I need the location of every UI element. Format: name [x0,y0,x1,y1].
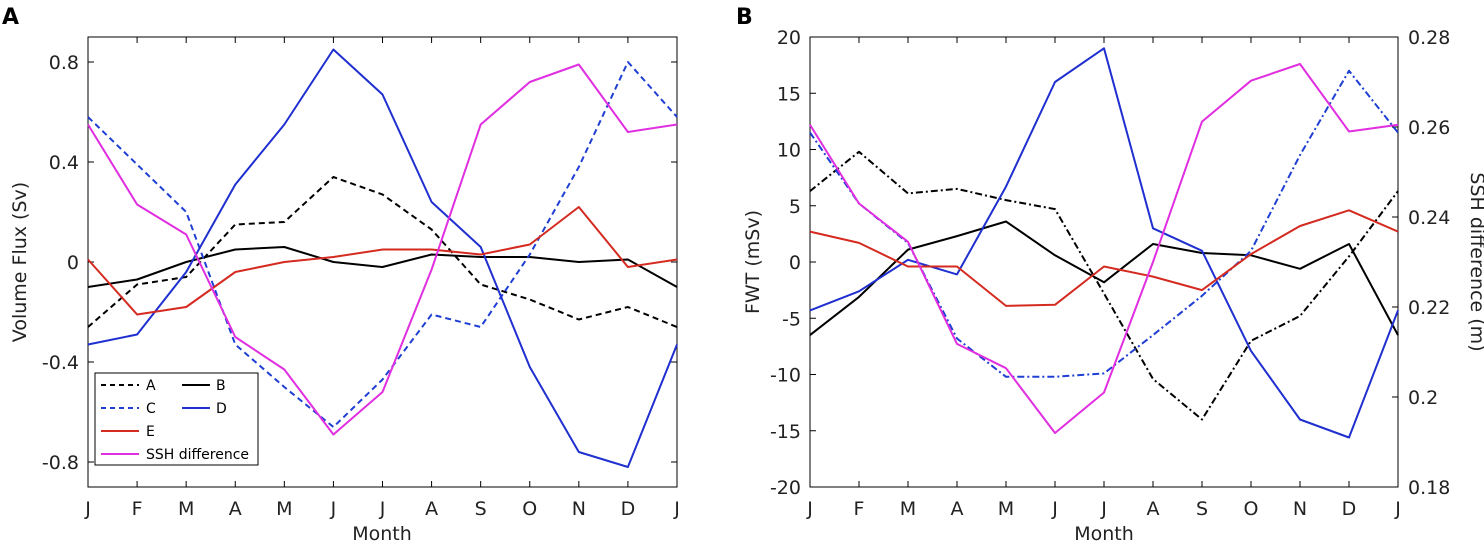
panel-b-series-e [809,209,1399,307]
panel-b-y-right-tick-label: 0.18 [1408,477,1450,499]
panel-a-x-tick-label-aug: A [425,498,438,520]
panel-a-x-tick-label-jun: J [330,498,337,520]
panel-b-series-c [809,69,1399,378]
panel-b-y-right-tick-label: 0.26 [1408,117,1450,139]
panel-b-y-label-right: SSH difference (m) [1466,172,1484,351]
panel-b-y-ticks-left: -20 -15 -10 -5 0 5 10 15 20 [770,27,816,499]
legend-label-a: A [146,378,156,394]
panel-b-x-tick-label-apr: A [951,498,964,520]
panel-b-x-label: Month [1074,523,1134,545]
panel-b-x-tick-label-jul: J [1100,498,1107,520]
panel-b-y-tick-label: 20 [777,27,801,49]
panel-b-series [809,47,1399,439]
panel-a-y-label: Volume Flux (Sv) [9,182,31,342]
panel-a-series-d [87,48,678,468]
legend-label-b: B [216,378,226,394]
panel-a-y-tick-label: -0.8 [42,452,79,474]
panel-b-y-tick-label: 10 [777,140,801,162]
panel-b-x-tick-label-may: M [998,498,1014,520]
panel-a-y-tick-label: 0.8 [49,52,79,74]
panel-b-y-tick-label: -5 [782,308,801,330]
panel-b-y-ticks-right: 0.18 0.2 0.22 0.24 0.26 0.28 [1392,27,1450,499]
panel-a-x-tick-label-mar: M [178,498,194,520]
legend-label-e: E [146,424,155,440]
legend-label-d: D [216,401,227,417]
panel-b-y-label-left: FWT (mSv) [742,210,764,314]
panel-b-x-tick-label-nov: N [1293,498,1307,520]
panel-a-x-tick-label-jan2: J [673,498,680,520]
panel-a-x-label: Month [352,523,412,545]
panel-b-y-tick-label: 15 [777,83,801,105]
panel-a-y-tick-label: 0 [67,252,79,274]
panel-b-y-right-tick-label: 0.28 [1408,27,1450,49]
panel-b-y-tick-label: -15 [770,421,801,443]
panel-a-series [87,48,678,468]
panel-a-x-tick-label-sep: S [475,498,487,520]
panel-a-y-tick-label: 0.4 [49,152,79,174]
panel-b-y-right-tick-label: 0.24 [1408,207,1450,229]
legend-label-c: C [146,401,156,417]
panel-a-y-ticks: -0.8 -0.4 0 0.4 0.8 [42,52,677,474]
panel-a-series-ssh-difference [87,63,678,436]
panel-a-x-tick-label-feb: F [132,498,143,520]
panel-a-series-b [87,246,678,288]
panel-a-x-tick-label-jul: J [379,498,386,520]
panel-b-x-tick-label-sep: S [1196,498,1208,520]
panel-a-series-a [87,176,678,328]
panel-b-x-tick-label-feb: F [854,498,865,520]
panel-b-y-tick-label: -20 [770,477,801,499]
panel-b-x-tick-label-oct: O [1244,498,1259,520]
panel-b-x-tick-label-jan: J [806,498,813,520]
panel-b-series-b [809,220,1399,336]
panel-b-x-tick-label-jan2: J [1394,498,1401,520]
panel-a-x-ticks: J F M A M J J A S O N D J [84,37,680,520]
panel-b-y-tick-label: 5 [789,196,801,218]
panel-b-y-tick-label: -10 [770,365,801,387]
panel-a-series-e [87,206,678,316]
panel-b-y-right-tick-label: 0.2 [1408,387,1438,409]
panel-a-x-tick-label-may: M [276,498,292,520]
panel-a-x-tick-label-nov: N [572,498,586,520]
panel-a-y-tick-label: -0.4 [42,352,79,374]
legend-label-ssh: SSH difference [146,447,249,463]
panel-a-x-tick-label-apr: A [229,498,242,520]
panel-b: B -20 -15 -10 -5 0 5 10 15 20 0.18 0.2 0.22 0.24 0.2… [736,5,1484,545]
panel-b-series-a [809,150,1399,421]
panel-a-letter: A [2,5,19,30]
panel-a-series-c [87,61,678,428]
panel-b-y-right-tick-label: 0.22 [1408,297,1450,319]
panel-a-x-tick-label-dec: D [621,498,636,520]
panel-a-x-tick-label-jan: J [84,498,91,520]
panel-b-series-ssh-difference [809,63,1399,434]
legend-box [94,372,259,466]
panel-b-letter: B [736,5,753,30]
panel-b-x-tick-label-aug: A [1147,498,1160,520]
panel-a-legend: A B C D E SSH difference [94,372,259,466]
panel-a-x-tick-label-oct: O [522,498,537,520]
panel-b-series-d [809,47,1399,439]
panel-b-x-tick-label-mar: M [900,498,916,520]
panel-b-x-tick-label-jun: J [1051,498,1058,520]
panel-b-y-tick-label: 0 [789,252,801,274]
panel-b-x-tick-label-dec: D [1342,498,1357,520]
panel-a: A -0.8 -0.4 0 0.4 0.8 J F M A M J J A S O N D J Month Vo… [2,5,680,545]
